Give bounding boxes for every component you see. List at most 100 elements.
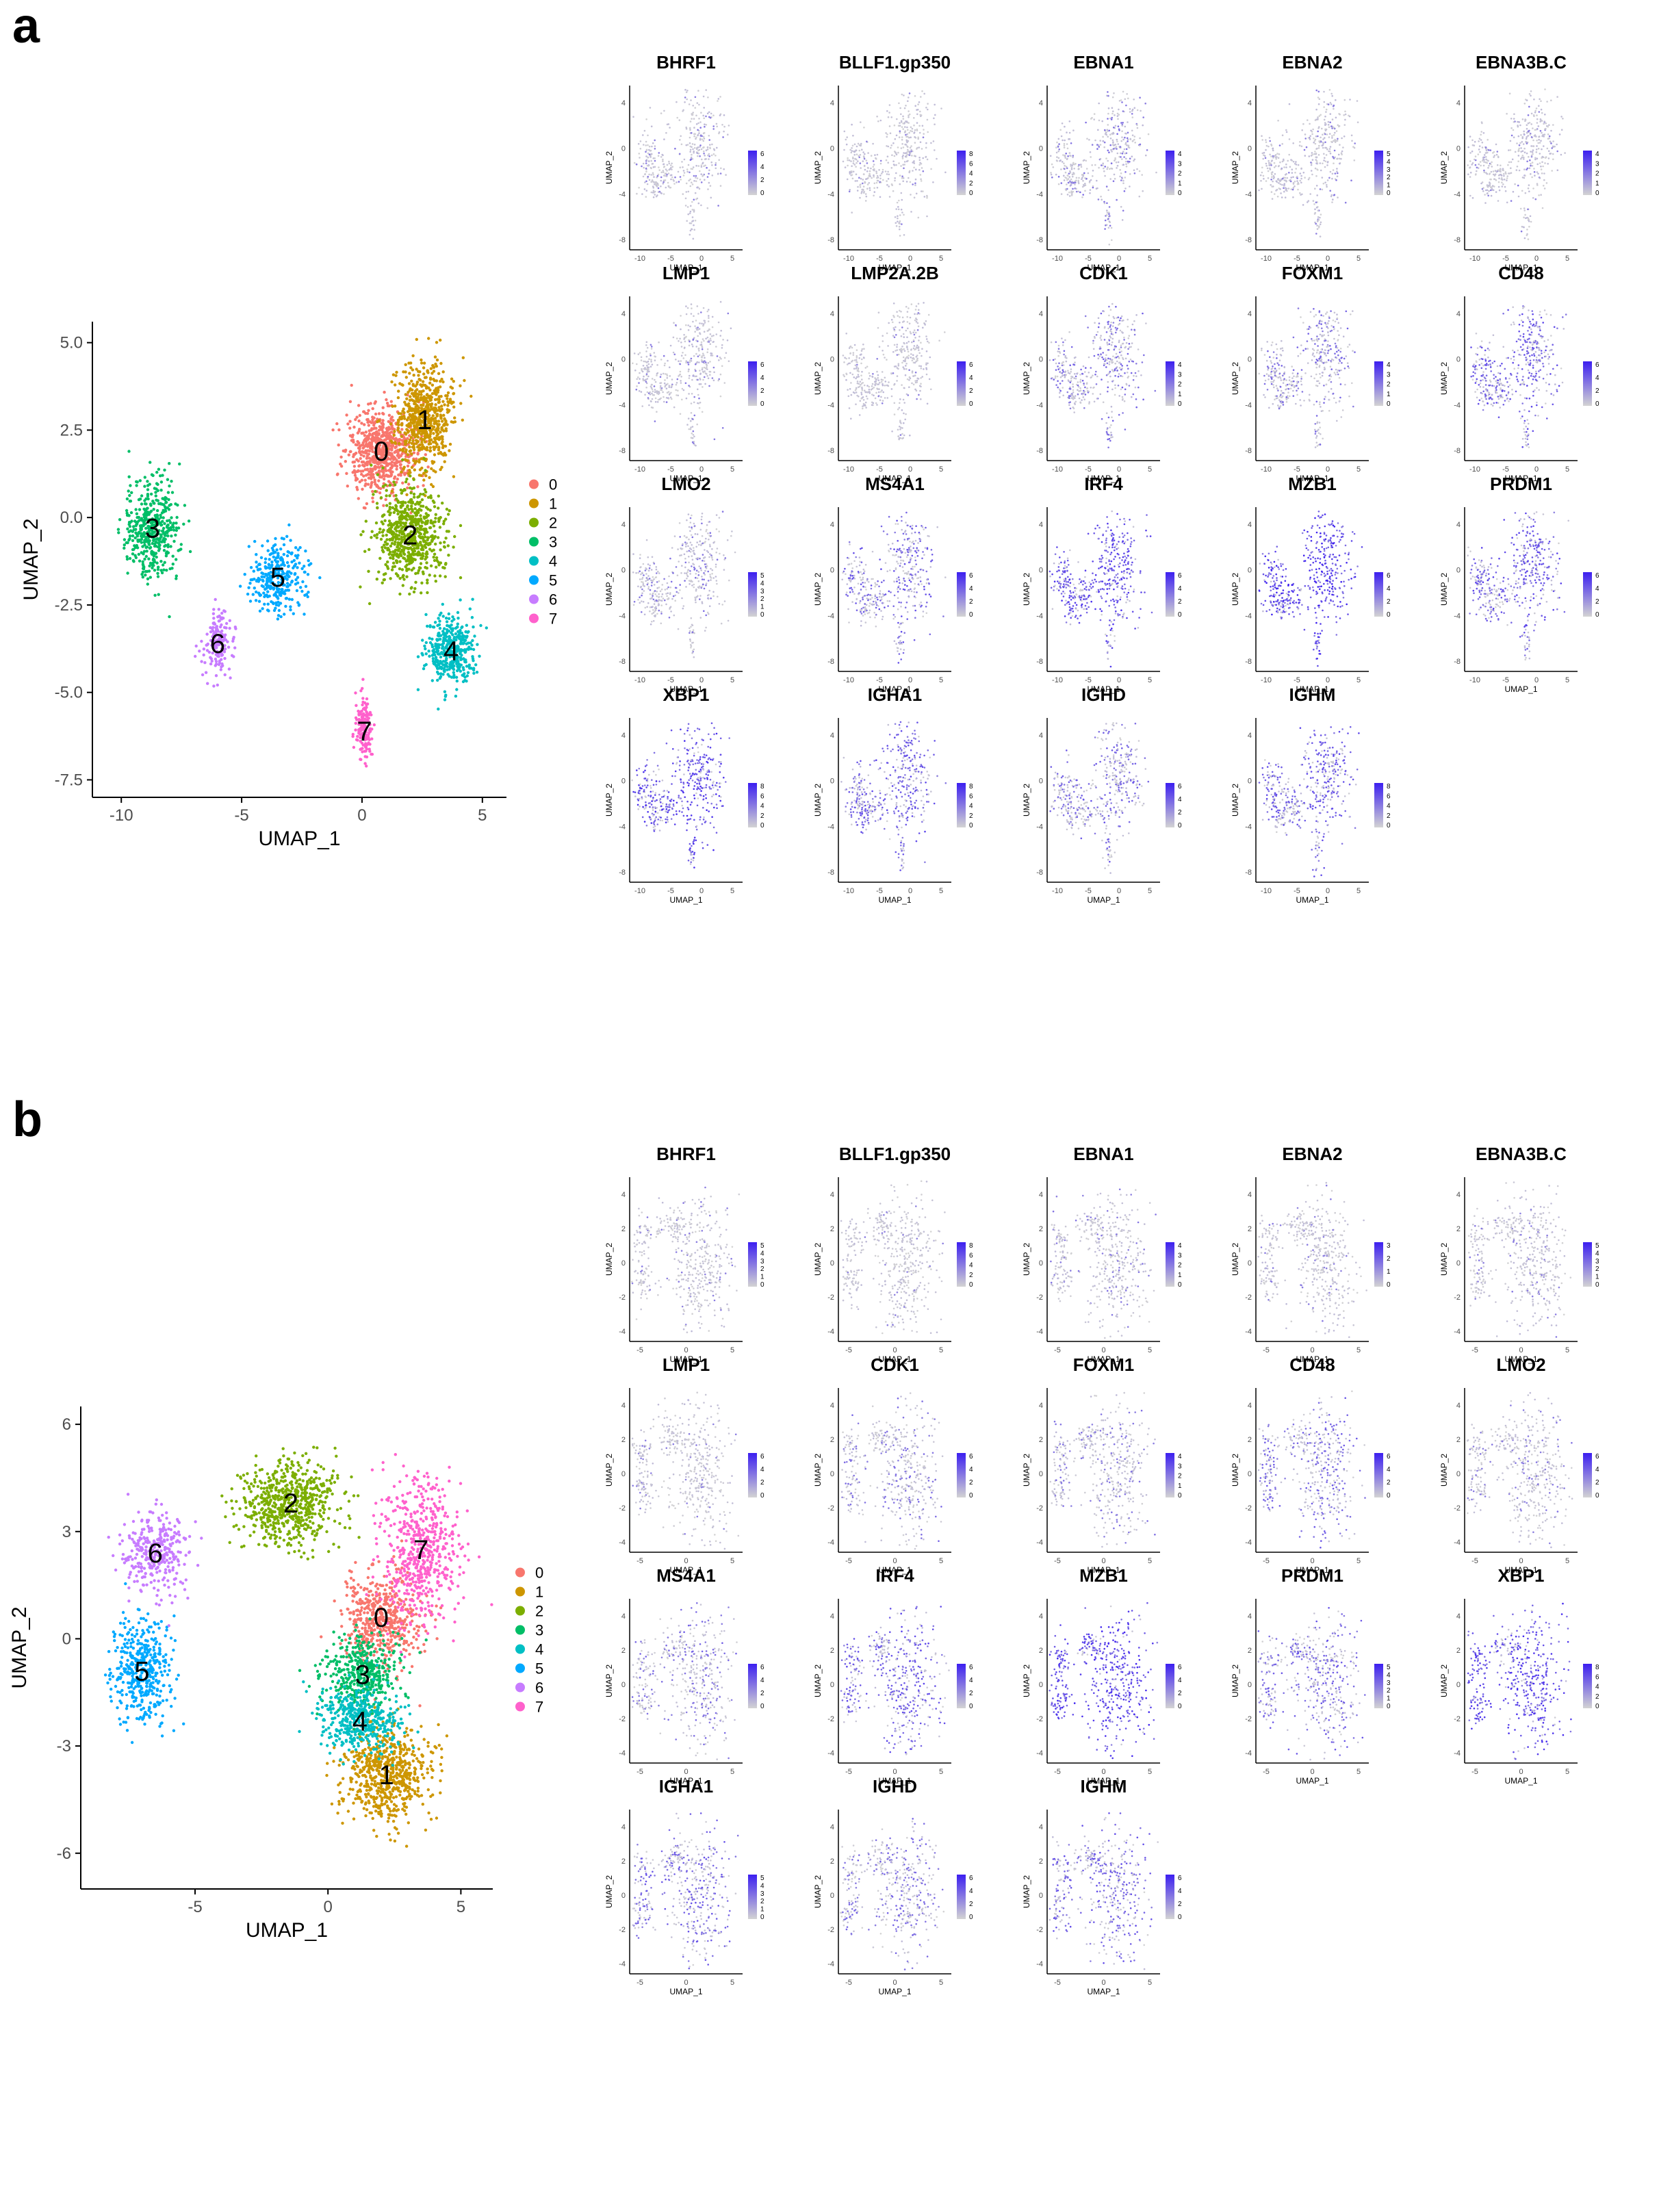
cell-point [365, 430, 368, 433]
cell-point [408, 446, 411, 448]
cell-point [397, 452, 400, 455]
y-tick-label: -5.0 [55, 684, 83, 702]
cell-point [428, 439, 430, 442]
cell-point [404, 448, 407, 451]
cell-point [398, 461, 401, 463]
cell-point [365, 502, 368, 505]
panel-a-cluster-umap: -10 -5 0 55.02.50.0-2.5-5.0-7.5UMAP_1UMAP_2… [20, 322, 557, 850]
cell-point [412, 459, 415, 462]
cell-point [439, 385, 441, 388]
cell-point [331, 428, 334, 431]
cell-point [357, 430, 360, 433]
cell-point [401, 384, 404, 387]
cell-point [420, 557, 422, 560]
cell-point [394, 446, 396, 449]
cell-point [441, 420, 443, 422]
cell-point [394, 383, 396, 386]
cell-point [420, 467, 423, 470]
cell-point [396, 465, 398, 467]
cell-point [372, 416, 375, 419]
cell-point [374, 400, 377, 403]
cell-point [409, 424, 412, 427]
cell-point [353, 461, 356, 463]
cell-point [385, 498, 387, 501]
cell-point [428, 382, 431, 385]
cell-point [424, 397, 426, 400]
cell-point [407, 465, 409, 467]
cell-point [407, 404, 409, 407]
cell-point [439, 430, 441, 433]
cell-point [439, 468, 441, 471]
cell-point [437, 425, 439, 428]
cell-point [444, 394, 447, 397]
cell-point [470, 395, 472, 398]
cell-point [387, 404, 389, 407]
cell-point [368, 437, 370, 439]
cell-point [366, 467, 369, 470]
cell-point [423, 472, 426, 474]
cell-point [397, 424, 400, 426]
y-tick-label: -2.5 [55, 596, 83, 615]
cell-point [385, 504, 388, 506]
x-tick-label: -5 [234, 806, 248, 825]
cell-point [394, 462, 396, 465]
cell-point [391, 506, 394, 509]
cell-point [396, 428, 399, 431]
cell-point [405, 424, 408, 427]
cell-point [381, 582, 384, 584]
cell-point [453, 416, 456, 419]
y-tick-label: 0.0 [60, 509, 83, 527]
cell-point [441, 502, 443, 504]
cell-point [408, 372, 411, 374]
cell-point [368, 442, 371, 445]
cell-point [451, 387, 454, 389]
cell-point [359, 533, 362, 536]
cell-point [446, 400, 449, 403]
cell-point [423, 457, 426, 460]
cell-point [441, 438, 443, 441]
cell-point [400, 470, 402, 473]
cell-point [368, 424, 370, 426]
cell-point [426, 465, 429, 468]
cell-point [378, 425, 381, 428]
cell-point [428, 442, 430, 445]
cell-point [357, 447, 360, 450]
y-tick-label: 5.0 [60, 334, 83, 352]
cell-point [437, 406, 440, 409]
cell-point [422, 372, 425, 375]
cell-point [444, 575, 447, 578]
cell-point [407, 430, 410, 433]
cell-point [432, 432, 435, 435]
cell-point [398, 438, 401, 441]
cell-point [345, 472, 348, 475]
cell-point [351, 435, 354, 438]
cell-point [362, 454, 365, 457]
cell-point [391, 443, 394, 446]
cell-point [348, 454, 350, 456]
cell-point [449, 398, 452, 400]
cell-point [365, 519, 368, 522]
cell-point [412, 445, 415, 448]
cell-point [411, 430, 413, 433]
cell-point [348, 420, 351, 423]
cell-point [416, 446, 419, 448]
cell-point [400, 412, 402, 415]
cell-point [359, 480, 361, 483]
cell-point [337, 428, 340, 431]
cell-point [420, 437, 422, 439]
cell-point [383, 391, 385, 394]
cell-point [403, 466, 406, 469]
cell-point [442, 370, 445, 373]
cell-point [389, 462, 391, 465]
cell-point [437, 438, 440, 441]
cell-point [405, 376, 408, 378]
cell-point [422, 484, 424, 487]
cell-point [462, 357, 465, 359]
cell-point [435, 434, 438, 437]
cell-point [428, 548, 431, 550]
cell-point [404, 459, 407, 461]
cell-point [389, 454, 391, 456]
cell-point [390, 430, 393, 433]
cell-point [411, 439, 414, 442]
cell-point [432, 378, 435, 381]
